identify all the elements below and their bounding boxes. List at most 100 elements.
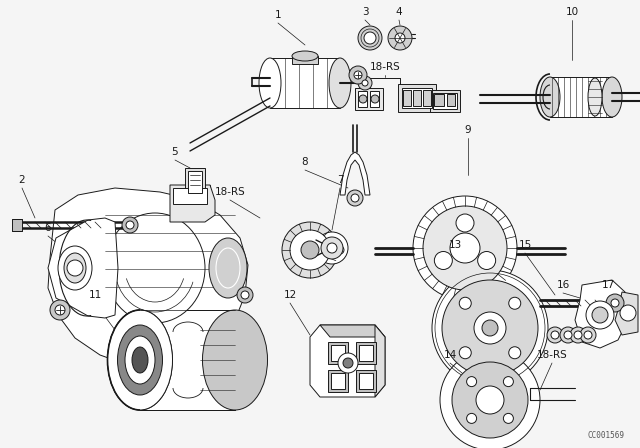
Ellipse shape bbox=[125, 336, 155, 384]
Bar bbox=[358, 91, 367, 107]
Circle shape bbox=[50, 300, 70, 320]
Circle shape bbox=[388, 26, 412, 50]
Circle shape bbox=[606, 294, 624, 312]
Circle shape bbox=[351, 194, 359, 202]
Text: 15: 15 bbox=[518, 240, 532, 250]
Bar bbox=[413, 90, 421, 106]
Ellipse shape bbox=[64, 253, 86, 283]
Text: 18-RS: 18-RS bbox=[370, 62, 401, 72]
Ellipse shape bbox=[292, 51, 318, 61]
Polygon shape bbox=[48, 188, 248, 368]
Circle shape bbox=[551, 331, 559, 339]
Text: 18-RS: 18-RS bbox=[214, 187, 245, 197]
Bar bbox=[185, 168, 205, 196]
Text: 7: 7 bbox=[337, 175, 343, 185]
Bar bbox=[331, 345, 345, 361]
Text: 9: 9 bbox=[465, 125, 471, 135]
Circle shape bbox=[316, 232, 348, 264]
Circle shape bbox=[432, 270, 548, 386]
Circle shape bbox=[467, 414, 477, 423]
Polygon shape bbox=[340, 152, 370, 195]
Bar bbox=[292, 56, 318, 64]
Circle shape bbox=[126, 221, 134, 229]
Bar bbox=[447, 94, 455, 106]
Bar bbox=[12, 219, 22, 231]
Bar bbox=[173, 188, 207, 204]
Circle shape bbox=[584, 331, 592, 339]
Bar bbox=[188, 171, 202, 193]
Bar bbox=[433, 93, 457, 109]
Bar bbox=[356, 370, 376, 392]
Bar bbox=[356, 342, 376, 364]
Circle shape bbox=[442, 280, 538, 376]
Ellipse shape bbox=[371, 95, 379, 103]
Ellipse shape bbox=[58, 246, 92, 290]
Circle shape bbox=[452, 362, 528, 438]
Circle shape bbox=[467, 377, 477, 387]
Ellipse shape bbox=[259, 58, 281, 108]
Circle shape bbox=[574, 331, 582, 339]
Ellipse shape bbox=[132, 347, 148, 373]
Bar bbox=[270, 58, 340, 108]
Circle shape bbox=[509, 347, 521, 359]
Text: 10: 10 bbox=[565, 7, 579, 17]
Ellipse shape bbox=[588, 78, 602, 116]
Circle shape bbox=[364, 32, 376, 44]
Circle shape bbox=[586, 301, 614, 329]
Circle shape bbox=[55, 305, 65, 315]
Bar bbox=[398, 84, 436, 112]
Text: 4: 4 bbox=[396, 7, 403, 17]
Circle shape bbox=[237, 287, 253, 303]
Circle shape bbox=[482, 320, 498, 336]
Ellipse shape bbox=[202, 310, 268, 410]
Circle shape bbox=[282, 222, 338, 278]
Circle shape bbox=[456, 214, 474, 232]
Circle shape bbox=[476, 386, 504, 414]
Circle shape bbox=[504, 414, 513, 423]
Circle shape bbox=[395, 33, 405, 43]
Text: CC001569: CC001569 bbox=[588, 431, 625, 440]
Circle shape bbox=[570, 327, 586, 343]
Circle shape bbox=[450, 233, 480, 263]
Circle shape bbox=[354, 71, 362, 79]
Circle shape bbox=[241, 291, 249, 299]
Text: 8: 8 bbox=[301, 157, 308, 167]
Circle shape bbox=[338, 353, 358, 373]
Circle shape bbox=[358, 76, 372, 90]
Text: 6: 6 bbox=[45, 223, 51, 233]
Ellipse shape bbox=[108, 310, 173, 410]
Text: 2: 2 bbox=[19, 175, 26, 185]
Polygon shape bbox=[48, 218, 118, 318]
Circle shape bbox=[122, 217, 138, 233]
Circle shape bbox=[620, 305, 636, 321]
Bar bbox=[434, 94, 444, 106]
Bar bbox=[355, 88, 383, 110]
Bar bbox=[403, 90, 411, 106]
Text: 11: 11 bbox=[88, 290, 102, 300]
Circle shape bbox=[290, 230, 330, 270]
Circle shape bbox=[440, 350, 540, 448]
Bar bbox=[550, 77, 612, 117]
Ellipse shape bbox=[209, 238, 247, 298]
Circle shape bbox=[460, 347, 471, 359]
Circle shape bbox=[474, 312, 506, 344]
Ellipse shape bbox=[108, 310, 173, 410]
Text: 18-RS: 18-RS bbox=[536, 350, 568, 360]
Circle shape bbox=[592, 307, 608, 323]
Text: 5: 5 bbox=[172, 147, 179, 157]
Circle shape bbox=[460, 297, 471, 309]
Ellipse shape bbox=[118, 325, 163, 395]
Ellipse shape bbox=[334, 240, 346, 260]
Circle shape bbox=[435, 251, 452, 270]
Bar bbox=[140, 310, 235, 410]
Polygon shape bbox=[575, 280, 628, 348]
Circle shape bbox=[301, 241, 319, 259]
Circle shape bbox=[343, 358, 353, 368]
Ellipse shape bbox=[602, 77, 622, 117]
Circle shape bbox=[67, 260, 83, 276]
Polygon shape bbox=[310, 325, 385, 397]
Bar bbox=[359, 345, 373, 361]
Bar bbox=[328, 342, 348, 364]
Text: 12: 12 bbox=[284, 290, 296, 300]
Bar bbox=[170, 185, 210, 207]
